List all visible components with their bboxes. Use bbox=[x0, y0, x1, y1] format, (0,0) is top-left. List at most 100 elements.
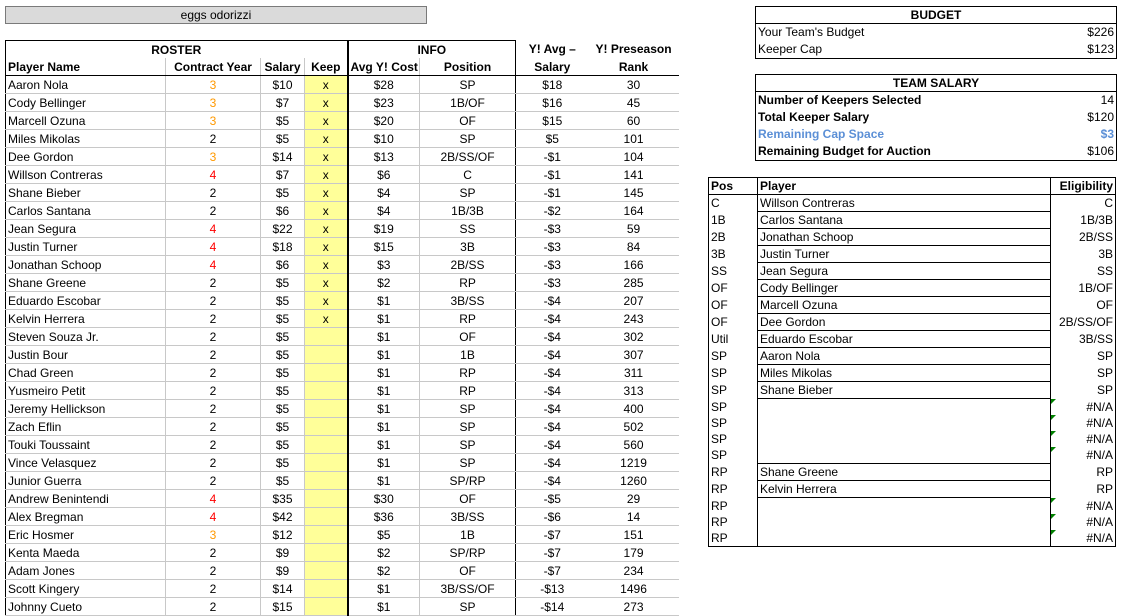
keep-cell[interactable] bbox=[304, 363, 349, 382]
lineup-eligibility-cell[interactable]: RP bbox=[1050, 463, 1116, 481]
position-cell[interactable]: SP bbox=[419, 129, 517, 148]
player-name-cell[interactable]: Shane Bieber bbox=[5, 183, 166, 202]
salary-cell[interactable]: $5 bbox=[260, 309, 305, 328]
rank-cell[interactable]: 560 bbox=[588, 435, 679, 454]
yavg-salary-cell[interactable]: -$3 bbox=[515, 219, 589, 238]
rank-cell[interactable]: 285 bbox=[588, 273, 679, 292]
keep-cell[interactable]: x bbox=[304, 219, 349, 238]
keep-cell[interactable]: x bbox=[304, 129, 349, 148]
rank-cell[interactable]: 166 bbox=[588, 255, 679, 274]
lineup-player-cell[interactable] bbox=[757, 398, 1051, 415]
keep-cell[interactable] bbox=[304, 561, 349, 580]
position-cell[interactable]: OF bbox=[419, 561, 517, 580]
position-cell[interactable]: 3B/SS/OF bbox=[419, 579, 517, 598]
contract-year-cell[interactable]: 2 bbox=[165, 453, 261, 472]
player-name-cell[interactable]: Miles Mikolas bbox=[5, 129, 166, 148]
lineup-pos-cell[interactable]: RP bbox=[708, 463, 758, 481]
contract-year-cell[interactable]: 4 bbox=[165, 489, 261, 508]
keep-cell[interactable] bbox=[304, 381, 349, 400]
position-cell[interactable]: OF bbox=[419, 111, 517, 130]
rank-cell[interactable]: 502 bbox=[588, 417, 679, 436]
salary-cell[interactable]: $5 bbox=[260, 399, 305, 418]
avg-cost-cell[interactable]: $5 bbox=[347, 525, 421, 544]
player-name-cell[interactable]: Johnny Cueto bbox=[5, 597, 166, 616]
salary-cell[interactable]: $12 bbox=[260, 525, 305, 544]
yavg-salary-cell[interactable]: -$13 bbox=[515, 579, 589, 598]
contract-year-cell[interactable]: 4 bbox=[165, 255, 261, 274]
salary-cell[interactable]: $6 bbox=[260, 255, 305, 274]
contract-year-cell[interactable]: 2 bbox=[165, 309, 261, 328]
keep-cell[interactable]: x bbox=[304, 255, 349, 274]
salary-cell[interactable]: $5 bbox=[260, 381, 305, 400]
lineup-player-cell[interactable]: Dee Gordon bbox=[757, 313, 1051, 331]
avg-cost-cell[interactable]: $1 bbox=[347, 417, 421, 436]
avg-cost-cell[interactable]: $1 bbox=[347, 363, 421, 382]
player-name-cell[interactable]: Shane Greene bbox=[5, 273, 166, 292]
lineup-eligibility-cell[interactable]: 3B/SS bbox=[1050, 330, 1116, 348]
yavg-salary-cell[interactable]: $5 bbox=[515, 129, 589, 148]
avg-cost-cell[interactable]: $10 bbox=[347, 129, 421, 148]
lineup-eligibility-cell[interactable]: 3B bbox=[1050, 245, 1116, 263]
rank-cell[interactable]: 179 bbox=[588, 543, 679, 562]
keep-cell[interactable]: x bbox=[304, 237, 349, 256]
rank-cell[interactable]: 84 bbox=[588, 237, 679, 256]
player-name-cell[interactable]: Alex Bregman bbox=[5, 507, 166, 526]
yavg-salary-cell[interactable]: -$4 bbox=[515, 471, 589, 490]
position-cell[interactable]: SP bbox=[419, 75, 517, 94]
position-cell[interactable]: C bbox=[419, 165, 517, 184]
rank-cell[interactable]: 59 bbox=[588, 219, 679, 238]
position-cell[interactable]: OF bbox=[419, 489, 517, 508]
lineup-player-cell[interactable]: Jonathan Schoop bbox=[757, 228, 1051, 246]
lineup-eligibility-cell[interactable]: OF bbox=[1050, 296, 1116, 314]
rank-cell[interactable]: 29 bbox=[588, 489, 679, 508]
team-salary-value[interactable]: 14 bbox=[1100, 93, 1114, 107]
lineup-eligibility-cell[interactable]: 2B/SS bbox=[1050, 228, 1116, 246]
yavg-salary-cell[interactable]: -$4 bbox=[515, 399, 589, 418]
keep-cell[interactable]: x bbox=[304, 273, 349, 292]
lineup-player-cell[interactable] bbox=[757, 497, 1051, 514]
salary-cell[interactable]: $22 bbox=[260, 219, 305, 238]
contract-year-cell[interactable]: 4 bbox=[165, 507, 261, 526]
contract-year-cell[interactable]: 3 bbox=[165, 93, 261, 112]
yavg-salary-cell[interactable]: -$1 bbox=[515, 183, 589, 202]
yavg-salary-cell[interactable]: -$4 bbox=[515, 309, 589, 328]
rank-cell[interactable]: 313 bbox=[588, 381, 679, 400]
avg-cost-cell[interactable]: $20 bbox=[347, 111, 421, 130]
lineup-player-cell[interactable]: Miles Mikolas bbox=[757, 364, 1051, 382]
lineup-pos-cell[interactable]: SS bbox=[708, 262, 758, 280]
salary-cell[interactable]: $5 bbox=[260, 129, 305, 148]
player-name-cell[interactable]: Justin Turner bbox=[5, 237, 166, 256]
player-name-cell[interactable]: Jeremy Hellickson bbox=[5, 399, 166, 418]
player-name-cell[interactable]: Justin Bour bbox=[5, 345, 166, 364]
position-cell[interactable]: 1B bbox=[419, 345, 517, 364]
yavg-salary-cell[interactable]: -$2 bbox=[515, 201, 589, 220]
lineup-pos-cell[interactable]: OF bbox=[708, 296, 758, 314]
avg-cost-cell[interactable]: $19 bbox=[347, 219, 421, 238]
yavg-salary-cell[interactable]: -$4 bbox=[515, 435, 589, 454]
position-cell[interactable]: SP bbox=[419, 399, 517, 418]
contract-year-cell[interactable]: 3 bbox=[165, 525, 261, 544]
avg-cost-cell[interactable]: $23 bbox=[347, 93, 421, 112]
player-name-cell[interactable]: Aaron Nola bbox=[5, 75, 166, 94]
salary-cell[interactable]: $14 bbox=[260, 147, 305, 166]
salary-cell[interactable]: $9 bbox=[260, 561, 305, 580]
contract-year-cell[interactable]: 2 bbox=[165, 399, 261, 418]
player-name-cell[interactable]: Carlos Santana bbox=[5, 201, 166, 220]
rank-cell[interactable]: 14 bbox=[588, 507, 679, 526]
yavg-salary-cell[interactable]: -$4 bbox=[515, 363, 589, 382]
lineup-player-cell[interactable] bbox=[757, 415, 1051, 431]
contract-year-cell[interactable]: 2 bbox=[165, 273, 261, 292]
position-cell[interactable]: SP/RP bbox=[419, 543, 517, 562]
player-name-cell[interactable]: Willson Contreras bbox=[5, 165, 166, 184]
keep-cell[interactable]: x bbox=[304, 165, 349, 184]
yavg-salary-cell[interactable]: -$6 bbox=[515, 507, 589, 526]
lineup-pos-cell[interactable]: SP bbox=[708, 381, 758, 399]
lineup-eligibility-cell[interactable]: SS bbox=[1050, 262, 1116, 280]
avg-cost-cell[interactable]: $30 bbox=[347, 489, 421, 508]
contract-year-cell[interactable]: 2 bbox=[165, 291, 261, 310]
rank-cell[interactable]: 1260 bbox=[588, 471, 679, 490]
lineup-eligibility-cell[interactable]: SP bbox=[1050, 364, 1116, 382]
position-cell[interactable]: SP bbox=[419, 417, 517, 436]
contract-year-cell[interactable]: 2 bbox=[165, 561, 261, 580]
rank-cell[interactable]: 1496 bbox=[588, 579, 679, 598]
